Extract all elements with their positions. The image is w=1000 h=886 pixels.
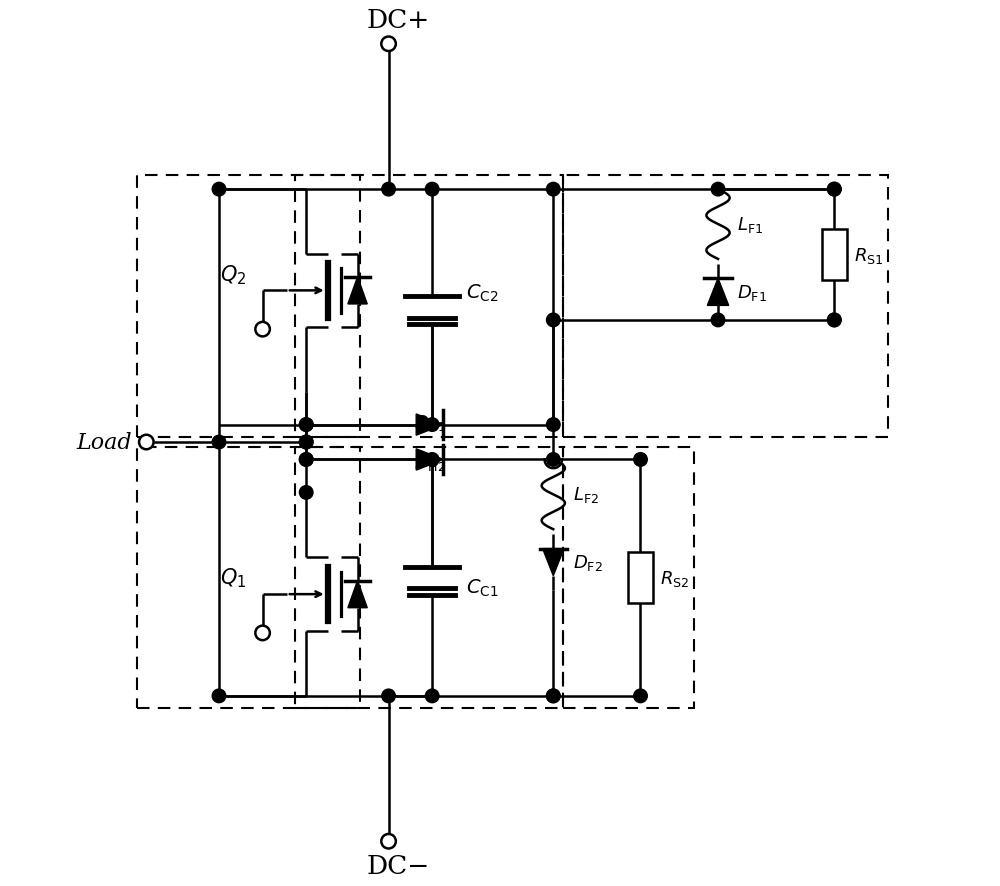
Circle shape <box>828 183 841 197</box>
Circle shape <box>425 689 439 703</box>
Text: DC+: DC+ <box>367 8 430 33</box>
Polygon shape <box>348 581 367 608</box>
Circle shape <box>255 323 270 337</box>
Circle shape <box>828 183 841 197</box>
Circle shape <box>299 418 313 431</box>
Text: $C_{\mathrm{C2}}$: $C_{\mathrm{C2}}$ <box>466 283 498 304</box>
Text: $L_{\mathrm{F1}}$: $L_{\mathrm{F1}}$ <box>737 214 764 235</box>
Text: $C_{\mathrm{C1}}$: $C_{\mathrm{C1}}$ <box>466 577 499 598</box>
Circle shape <box>425 453 439 467</box>
Bar <box>628 553 653 603</box>
Polygon shape <box>348 277 367 305</box>
Circle shape <box>547 183 560 197</box>
Circle shape <box>828 314 841 327</box>
Circle shape <box>634 453 647 467</box>
Circle shape <box>299 436 313 449</box>
Circle shape <box>212 436 226 449</box>
Text: DC−: DC− <box>367 853 430 878</box>
Circle shape <box>547 689 560 703</box>
Circle shape <box>711 314 725 327</box>
Text: $R_{\mathrm{S2}}$: $R_{\mathrm{S2}}$ <box>660 568 689 588</box>
Circle shape <box>547 418 560 431</box>
Polygon shape <box>416 415 443 436</box>
Text: $D_{\mathrm{F1}}$: $D_{\mathrm{F1}}$ <box>737 283 767 302</box>
Circle shape <box>828 314 841 327</box>
Circle shape <box>547 689 560 703</box>
Circle shape <box>634 689 647 703</box>
Circle shape <box>547 453 560 467</box>
Circle shape <box>212 689 226 703</box>
Circle shape <box>212 183 226 197</box>
Circle shape <box>382 689 395 703</box>
Text: $D_{\mathrm{F2}}$: $D_{\mathrm{F2}}$ <box>573 553 603 572</box>
Polygon shape <box>707 279 729 306</box>
Text: Load: Load <box>76 431 132 454</box>
Circle shape <box>255 626 270 641</box>
Circle shape <box>381 37 396 52</box>
Circle shape <box>299 453 313 467</box>
Text: $R_{\mathrm{S1}}$: $R_{\mathrm{S1}}$ <box>854 245 883 265</box>
Circle shape <box>547 314 560 327</box>
Circle shape <box>425 418 439 431</box>
Circle shape <box>425 183 439 197</box>
Polygon shape <box>416 449 443 470</box>
Bar <box>822 230 847 280</box>
Text: $D_{\mathrm{H1}}$: $D_{\mathrm{H1}}$ <box>414 413 446 433</box>
Circle shape <box>299 453 313 467</box>
Circle shape <box>299 436 313 449</box>
Text: $L_{\mathrm{F2}}$: $L_{\mathrm{F2}}$ <box>573 485 599 505</box>
Circle shape <box>381 834 396 849</box>
Circle shape <box>711 183 725 197</box>
Text: $Q_1$: $Q_1$ <box>220 566 247 589</box>
Circle shape <box>139 435 154 450</box>
Circle shape <box>382 183 395 197</box>
Text: $D_{\mathrm{H2}}$: $D_{\mathrm{H2}}$ <box>414 452 446 472</box>
Text: $Q_2$: $Q_2$ <box>220 262 247 286</box>
Circle shape <box>299 418 313 431</box>
Circle shape <box>299 486 313 500</box>
Polygon shape <box>543 549 564 576</box>
